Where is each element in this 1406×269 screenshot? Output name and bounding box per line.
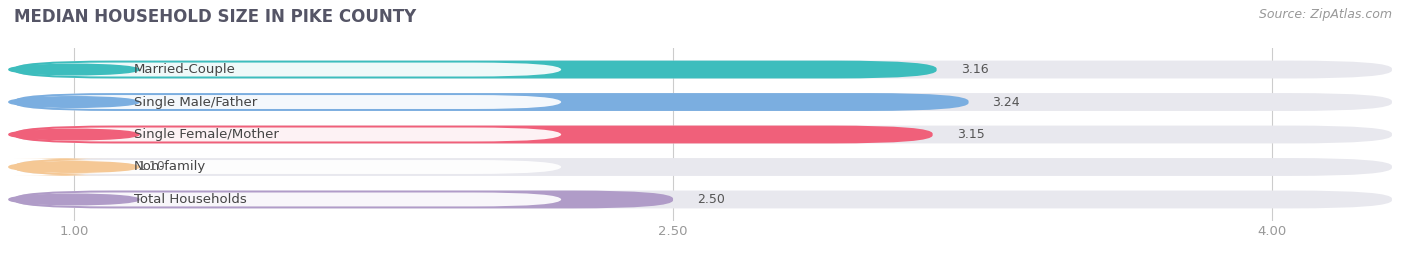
Circle shape bbox=[8, 97, 139, 107]
FancyBboxPatch shape bbox=[22, 128, 561, 141]
FancyBboxPatch shape bbox=[22, 193, 561, 206]
FancyBboxPatch shape bbox=[14, 93, 969, 111]
Text: Single Female/Mother: Single Female/Mother bbox=[134, 128, 278, 141]
FancyBboxPatch shape bbox=[22, 95, 561, 109]
FancyBboxPatch shape bbox=[22, 160, 561, 174]
Text: 3.16: 3.16 bbox=[960, 63, 988, 76]
FancyBboxPatch shape bbox=[14, 61, 1392, 79]
Text: Non-family: Non-family bbox=[134, 161, 207, 174]
FancyBboxPatch shape bbox=[14, 158, 1392, 176]
FancyBboxPatch shape bbox=[14, 190, 673, 208]
FancyBboxPatch shape bbox=[22, 63, 561, 76]
Text: 1.10: 1.10 bbox=[138, 161, 166, 174]
FancyBboxPatch shape bbox=[14, 61, 936, 79]
FancyBboxPatch shape bbox=[14, 190, 1392, 208]
Text: Married-Couple: Married-Couple bbox=[134, 63, 236, 76]
Text: 3.15: 3.15 bbox=[956, 128, 984, 141]
Text: 3.24: 3.24 bbox=[993, 95, 1021, 108]
FancyBboxPatch shape bbox=[14, 126, 1392, 143]
FancyBboxPatch shape bbox=[14, 93, 1392, 111]
FancyBboxPatch shape bbox=[14, 158, 114, 176]
Text: Total Households: Total Households bbox=[134, 193, 246, 206]
Text: Single Male/Father: Single Male/Father bbox=[134, 95, 257, 108]
Circle shape bbox=[8, 64, 139, 75]
Circle shape bbox=[8, 129, 139, 140]
Text: 2.50: 2.50 bbox=[697, 193, 725, 206]
Circle shape bbox=[8, 194, 139, 205]
Text: Source: ZipAtlas.com: Source: ZipAtlas.com bbox=[1258, 8, 1392, 21]
FancyBboxPatch shape bbox=[14, 126, 932, 143]
Circle shape bbox=[8, 162, 139, 172]
Text: MEDIAN HOUSEHOLD SIZE IN PIKE COUNTY: MEDIAN HOUSEHOLD SIZE IN PIKE COUNTY bbox=[14, 8, 416, 26]
